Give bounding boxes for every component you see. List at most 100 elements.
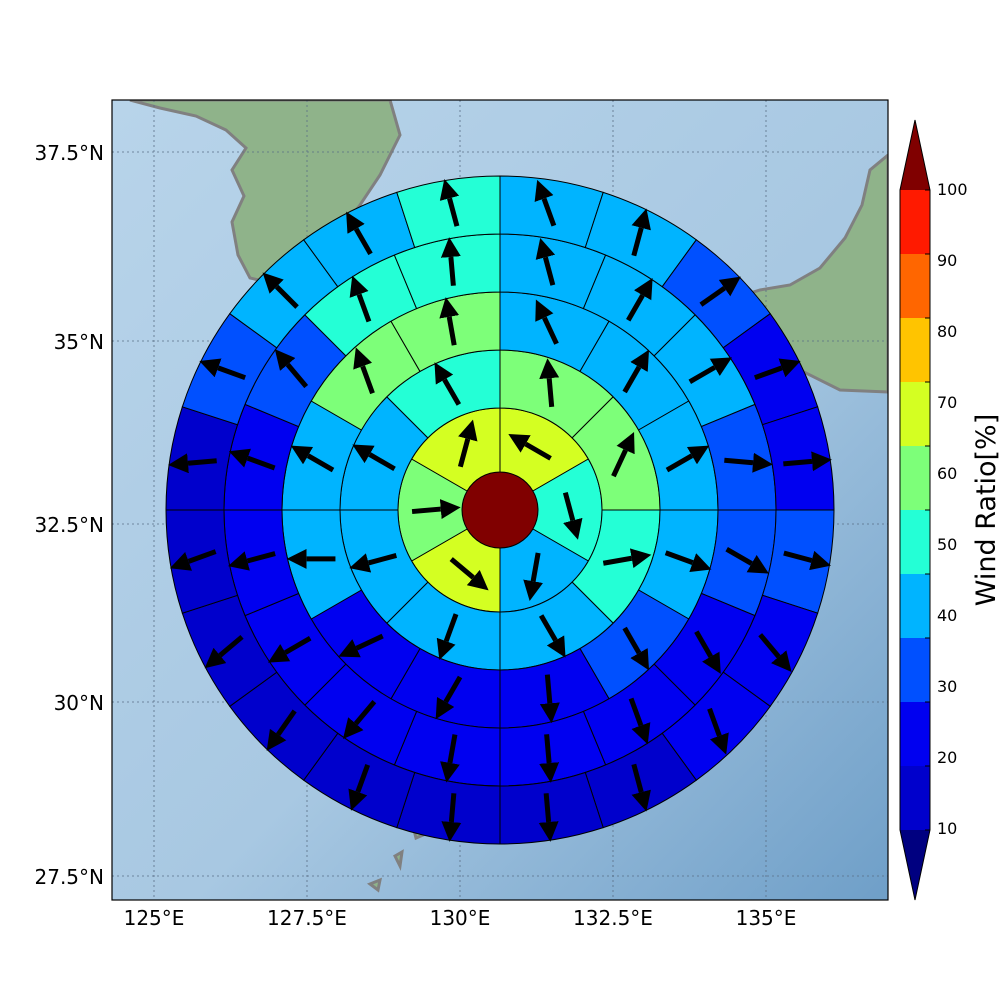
wind-arrow <box>168 453 217 474</box>
wind-arrow <box>439 297 460 346</box>
wind-arrow <box>534 179 557 227</box>
wind-arrow <box>267 636 312 663</box>
lon-tick-label: 127.5°E <box>267 906 347 930</box>
wind-arrow <box>783 451 832 472</box>
wind-arrow <box>353 347 375 395</box>
wind-arrow <box>725 547 769 574</box>
wind-arrow <box>665 445 710 473</box>
colorbar-tick-label: 80 <box>937 322 957 341</box>
wind-sector-grid <box>165 175 835 845</box>
colorbar-segment <box>900 510 930 574</box>
wind-arrow <box>352 444 396 472</box>
wind-sector <box>396 175 501 249</box>
wind-arrow <box>622 626 650 671</box>
latitude-ticks: 27.5°N 30°N 32.5°N 35°N 37.5°N <box>35 141 105 889</box>
wind-arrow <box>266 709 297 751</box>
colorbar-tick-label: 70 <box>937 393 957 412</box>
wind-arrow <box>707 707 729 755</box>
map-frame <box>111 99 889 901</box>
colorbar-tick-label: 100 <box>937 180 968 199</box>
colorbar-segment <box>900 254 930 318</box>
lat-tick-label: 27.5°N <box>35 865 105 889</box>
wind-arrow <box>538 793 559 842</box>
lat-tick-label: 32.5°N <box>35 513 105 537</box>
wind-arrow <box>449 557 489 591</box>
wind-arrow <box>688 357 733 384</box>
wind-arrow <box>204 634 244 669</box>
wind-arrow <box>227 551 276 571</box>
wind-arrow <box>758 633 792 673</box>
colorbar-tick-label: 90 <box>937 251 957 270</box>
wind-arrow <box>441 793 462 842</box>
wind-arrow <box>435 675 463 720</box>
wind-arrow <box>539 674 560 724</box>
colorbar-segment <box>900 446 930 510</box>
lon-tick-label: 135°E <box>736 906 797 930</box>
colorbar-tick-label: 50 <box>937 535 957 554</box>
colorbar-tick-label: 20 <box>937 748 957 767</box>
wind-arrow <box>664 550 712 573</box>
colorbar-segment <box>900 638 930 702</box>
wind-arrow <box>169 549 217 571</box>
wind-arrow <box>562 491 583 540</box>
wind-arrow <box>440 237 461 286</box>
colorbar-tick-label: 40 <box>937 606 957 625</box>
wind-arrow <box>631 208 651 257</box>
wind-arrow <box>228 448 276 471</box>
wind-arrow <box>535 237 556 286</box>
colorbar <box>899 119 931 901</box>
wind-arrow <box>274 349 309 389</box>
wind-arrow <box>538 614 566 658</box>
colorbar-tick-label: 30 <box>937 677 957 696</box>
wind-arrow <box>626 277 653 322</box>
lat-tick-label: 35°N <box>54 330 104 354</box>
lon-tick-label: 130°E <box>430 906 491 930</box>
colorbar-segment <box>900 766 930 830</box>
wind-arrow <box>199 358 247 381</box>
lat-tick-label: 37.5°N <box>35 141 105 165</box>
colorbar-tick-label: 10 <box>937 819 957 838</box>
colorbar-under-triangle <box>900 830 930 900</box>
wind-arrow <box>631 763 651 812</box>
lon-tick-label: 125°E <box>124 906 185 930</box>
wind-arrow <box>439 179 460 227</box>
wind-arrow <box>694 630 721 674</box>
wind-arrow <box>724 452 773 473</box>
wind-arrow <box>349 275 372 323</box>
wind-arrow <box>440 734 460 783</box>
colorbar-segment <box>900 382 930 446</box>
wind-arrow <box>699 276 741 307</box>
colorbar-segment <box>900 702 930 766</box>
wind-arrow <box>783 550 831 571</box>
lat-tick-label: 30°N <box>54 691 104 715</box>
wind-arrow <box>348 763 371 811</box>
wind-arrow <box>535 299 559 345</box>
wind-arrow <box>539 358 560 408</box>
wind-arrow <box>290 445 335 473</box>
wind-arrow <box>622 349 650 394</box>
colorbar-tick-label: 60 <box>937 464 957 483</box>
colorbar-segment <box>900 574 930 638</box>
wind-arrow <box>611 431 635 478</box>
colorbar-ticks: 10 20 30 40 50 60 70 80 90 100 <box>937 180 968 838</box>
wind-arrow <box>753 358 801 381</box>
wind-arrow <box>434 362 462 406</box>
wind-arrow <box>349 553 398 573</box>
wind-arrow <box>342 699 377 739</box>
colorbar-segment <box>900 190 930 254</box>
wind-arrow <box>411 499 461 520</box>
wind-arrow <box>262 272 299 309</box>
wind-arrow <box>436 613 459 660</box>
map-panel <box>112 100 888 900</box>
colorbar-over-triangle <box>900 120 930 190</box>
wind-arrow <box>457 419 478 468</box>
wind-arrow <box>539 734 560 783</box>
colorbar-segment <box>900 318 930 382</box>
wind-arrow <box>346 211 373 256</box>
colorbar-label: Wind Ratio[%] <box>971 414 1000 606</box>
longitude-ticks: 125°E 127.5°E 130°E 132.5°E 135°E <box>124 906 797 930</box>
wind-arrows <box>168 179 832 842</box>
wind-arrow <box>338 633 384 658</box>
lon-tick-label: 132.5°E <box>573 906 653 930</box>
